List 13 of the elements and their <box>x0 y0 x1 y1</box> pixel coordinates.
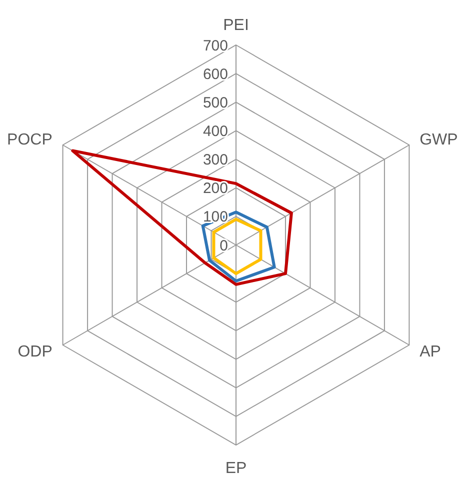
spoke-label: PEI <box>223 16 249 34</box>
y-tick-label: 0 <box>220 237 228 254</box>
spoke-label: AP <box>420 344 441 361</box>
y-tick-label: 200 <box>202 180 228 198</box>
y-tick-label: 300 <box>202 152 228 169</box>
y-tick-label: 400 <box>202 122 228 140</box>
spoke-label: EP <box>225 460 247 477</box>
y-tick-label: 500 <box>202 94 228 112</box>
y-tick-label: 700 <box>202 37 228 54</box>
spoke-label: GWP <box>420 132 458 149</box>
y-tick-label: 600 <box>202 66 228 83</box>
spoke-label: ODP <box>18 344 52 361</box>
spoke-label: POCP <box>7 132 52 149</box>
